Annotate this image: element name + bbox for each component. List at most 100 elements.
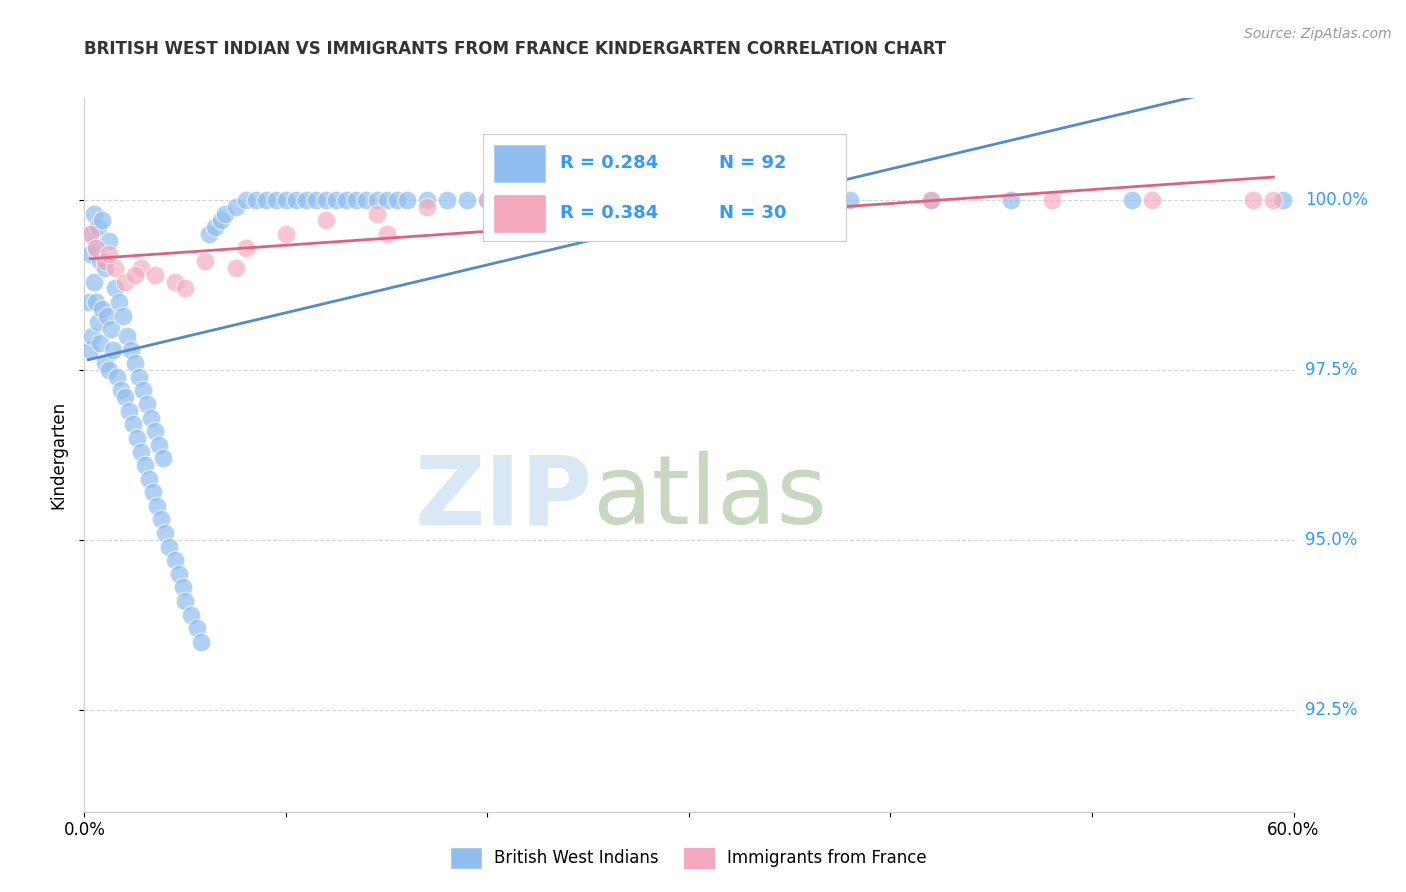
Point <box>135 397 157 411</box>
Point <box>114 275 136 289</box>
Point <box>91 301 114 316</box>
Point <box>516 193 538 207</box>
Point <box>87 315 110 329</box>
Point <box>818 193 841 207</box>
Point <box>366 207 388 221</box>
Point <box>264 193 287 207</box>
Point <box>254 193 277 207</box>
Point <box>104 281 127 295</box>
Point <box>456 193 478 207</box>
Point <box>1241 193 1264 207</box>
Point <box>82 227 104 241</box>
Point <box>174 281 197 295</box>
Point <box>93 254 115 268</box>
Point <box>132 384 155 398</box>
Point <box>385 193 408 207</box>
Point <box>79 227 101 241</box>
Point <box>576 193 599 207</box>
Point <box>129 444 152 458</box>
Point <box>138 472 160 486</box>
Point <box>105 369 128 384</box>
Point <box>165 275 187 289</box>
Point <box>576 193 599 207</box>
Point <box>174 594 197 608</box>
Point <box>110 384 132 398</box>
Point <box>100 322 122 336</box>
Point <box>83 207 105 221</box>
Point <box>128 369 150 384</box>
Point <box>209 213 232 227</box>
Point <box>225 260 247 275</box>
Text: 97.5%: 97.5% <box>1305 361 1357 379</box>
Point <box>1121 193 1143 207</box>
Point <box>129 260 152 275</box>
Point <box>114 390 136 404</box>
Point <box>274 193 297 207</box>
Point <box>335 193 357 207</box>
Bar <box>495 145 546 182</box>
Point <box>172 581 194 595</box>
Point <box>101 343 124 357</box>
Point <box>86 295 108 310</box>
Text: 100.0%: 100.0% <box>1305 191 1368 209</box>
Point <box>152 451 174 466</box>
Point <box>107 295 129 310</box>
Point <box>104 260 127 275</box>
Point <box>557 193 579 207</box>
Point <box>416 193 439 207</box>
Point <box>718 193 741 207</box>
Point <box>97 234 120 248</box>
Point <box>235 241 257 255</box>
Point <box>325 193 347 207</box>
Point <box>149 512 172 526</box>
Point <box>1142 193 1164 207</box>
Text: R = 0.384: R = 0.384 <box>560 204 658 222</box>
Point <box>124 268 146 282</box>
Point <box>125 431 148 445</box>
Point <box>1000 193 1022 207</box>
Point <box>180 607 202 622</box>
Point <box>416 200 439 214</box>
Text: N = 92: N = 92 <box>718 153 787 171</box>
Text: 95.0%: 95.0% <box>1305 531 1357 549</box>
Bar <box>495 194 546 232</box>
Point <box>120 343 142 357</box>
Point <box>477 193 499 207</box>
Text: R = 0.284: R = 0.284 <box>560 153 658 171</box>
Point <box>204 220 226 235</box>
Text: N = 30: N = 30 <box>718 204 787 222</box>
Point <box>356 193 378 207</box>
Point <box>93 260 115 275</box>
Legend: British West Indians, Immigrants from France: British West Indians, Immigrants from Fr… <box>444 841 934 875</box>
Point <box>1272 193 1295 207</box>
Point <box>167 566 190 581</box>
Point <box>124 356 146 370</box>
Point <box>190 635 212 649</box>
Point <box>274 227 297 241</box>
Point <box>97 363 120 377</box>
Point <box>920 193 942 207</box>
Point <box>839 193 862 207</box>
Point <box>82 329 104 343</box>
Point <box>148 438 170 452</box>
Point <box>97 247 120 261</box>
Point <box>143 268 166 282</box>
Point <box>153 526 176 541</box>
Point <box>77 295 100 310</box>
Point <box>1040 193 1063 207</box>
Point <box>115 329 138 343</box>
Point <box>315 193 337 207</box>
Text: atlas: atlas <box>592 451 827 544</box>
Point <box>134 458 156 472</box>
Text: 92.5%: 92.5% <box>1305 701 1357 719</box>
Point <box>121 417 143 432</box>
Point <box>86 241 108 255</box>
Point <box>1263 193 1285 207</box>
Point <box>165 553 187 567</box>
Point <box>315 213 337 227</box>
Point <box>375 227 398 241</box>
Point <box>111 309 134 323</box>
Point <box>91 213 114 227</box>
Point <box>89 335 111 350</box>
Point <box>375 193 398 207</box>
